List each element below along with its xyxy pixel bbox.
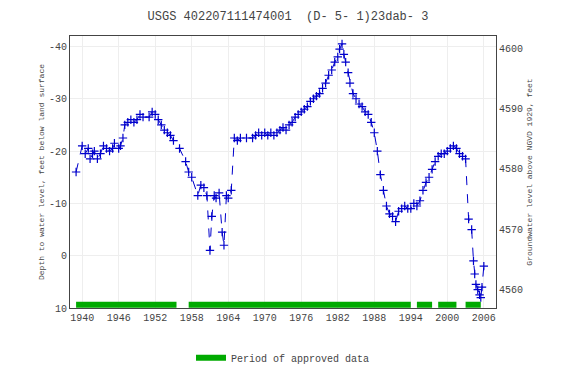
svg-text:Groundwater level above NGVD 1: Groundwater level above NGVD 1929, feet	[525, 78, 534, 265]
svg-text:1988: 1988	[362, 313, 386, 324]
svg-text:1994: 1994	[399, 313, 423, 324]
svg-text:1952: 1952	[143, 313, 167, 324]
svg-text:4570: 4570	[499, 225, 523, 236]
svg-text:1982: 1982	[326, 313, 350, 324]
svg-text:Depth to water level, feet bel: Depth to water level, feet below land su…	[37, 64, 46, 280]
svg-text:-30: -30	[49, 94, 67, 105]
svg-text:-40: -40	[49, 42, 67, 53]
svg-text:4590: 4590	[499, 104, 523, 115]
svg-text:1946: 1946	[107, 313, 131, 324]
svg-text:4560: 4560	[499, 285, 523, 296]
svg-text:10: 10	[55, 304, 67, 315]
svg-text:Period of approved data: Period of approved data	[231, 354, 369, 365]
svg-text:4600: 4600	[499, 44, 523, 55]
svg-text:-20: -20	[49, 147, 67, 158]
svg-text:USGS 402207111474001 (D- 5- 1: USGS 402207111474001 (D- 5- 1)23dab- 3	[148, 10, 429, 24]
svg-text:4580: 4580	[499, 164, 523, 175]
svg-text:1976: 1976	[289, 313, 313, 324]
svg-text:1970: 1970	[253, 313, 277, 324]
svg-text:1940: 1940	[70, 313, 94, 324]
svg-text:1964: 1964	[216, 313, 240, 324]
svg-text:0: 0	[61, 251, 67, 262]
svg-text:2006: 2006	[472, 313, 496, 324]
svg-text:2000: 2000	[435, 313, 459, 324]
svg-text:1958: 1958	[180, 313, 204, 324]
svg-text:-10: -10	[49, 199, 67, 210]
